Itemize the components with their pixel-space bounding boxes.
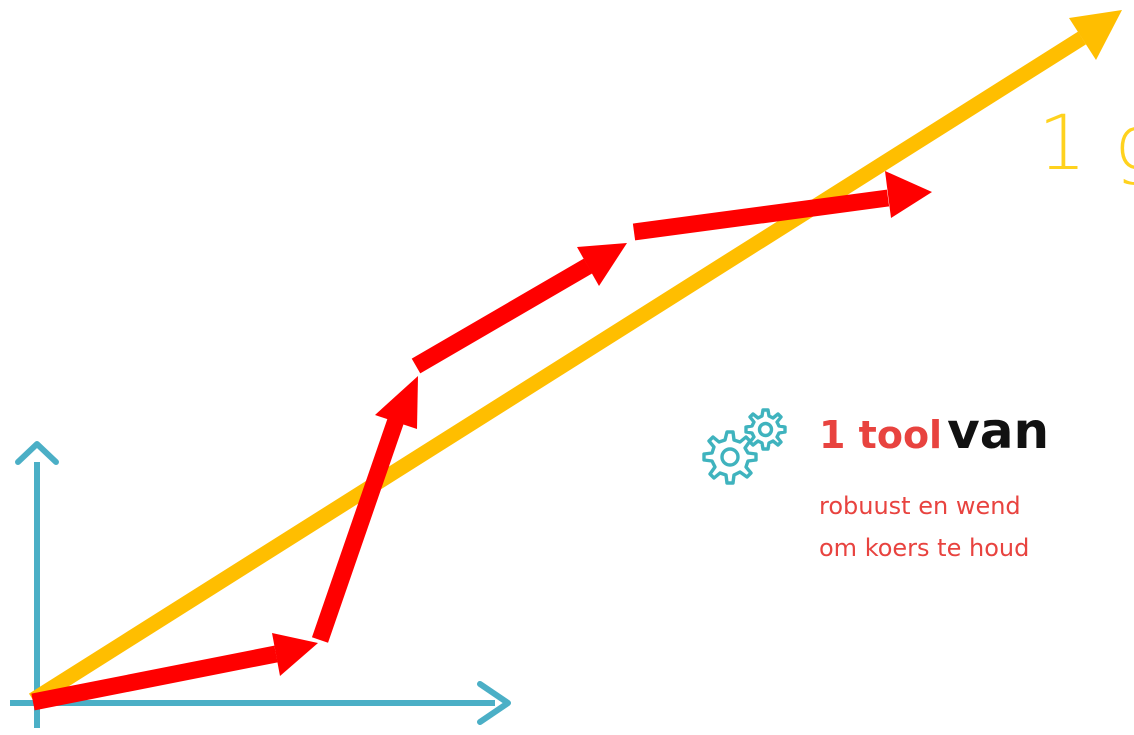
tool-subtitle-line-2: om koers te houd [819,534,1030,562]
axes [10,441,511,728]
path-arrow-2 [311,376,418,643]
x-axis-arrowhead [477,681,511,725]
path-arrow-1 [31,633,318,711]
tool-subtitle-line-1: robuust en wend [819,492,1021,520]
tool-heading: 1 tool van [819,406,1049,456]
y-axis-arrowhead [15,441,59,465]
path-arrow-4 [632,171,932,241]
goal-line-arrowhead [1069,10,1122,60]
actual-path [31,171,932,711]
path-arrow-3 [411,243,627,374]
small-gear [744,408,787,451]
goal-label: 1 g [1038,98,1134,187]
goal-line [28,10,1122,707]
tool-count-label: 1 tool [819,413,943,457]
gears-icon [702,408,787,485]
large-gear [702,430,758,485]
tool-title: van [947,402,1050,460]
